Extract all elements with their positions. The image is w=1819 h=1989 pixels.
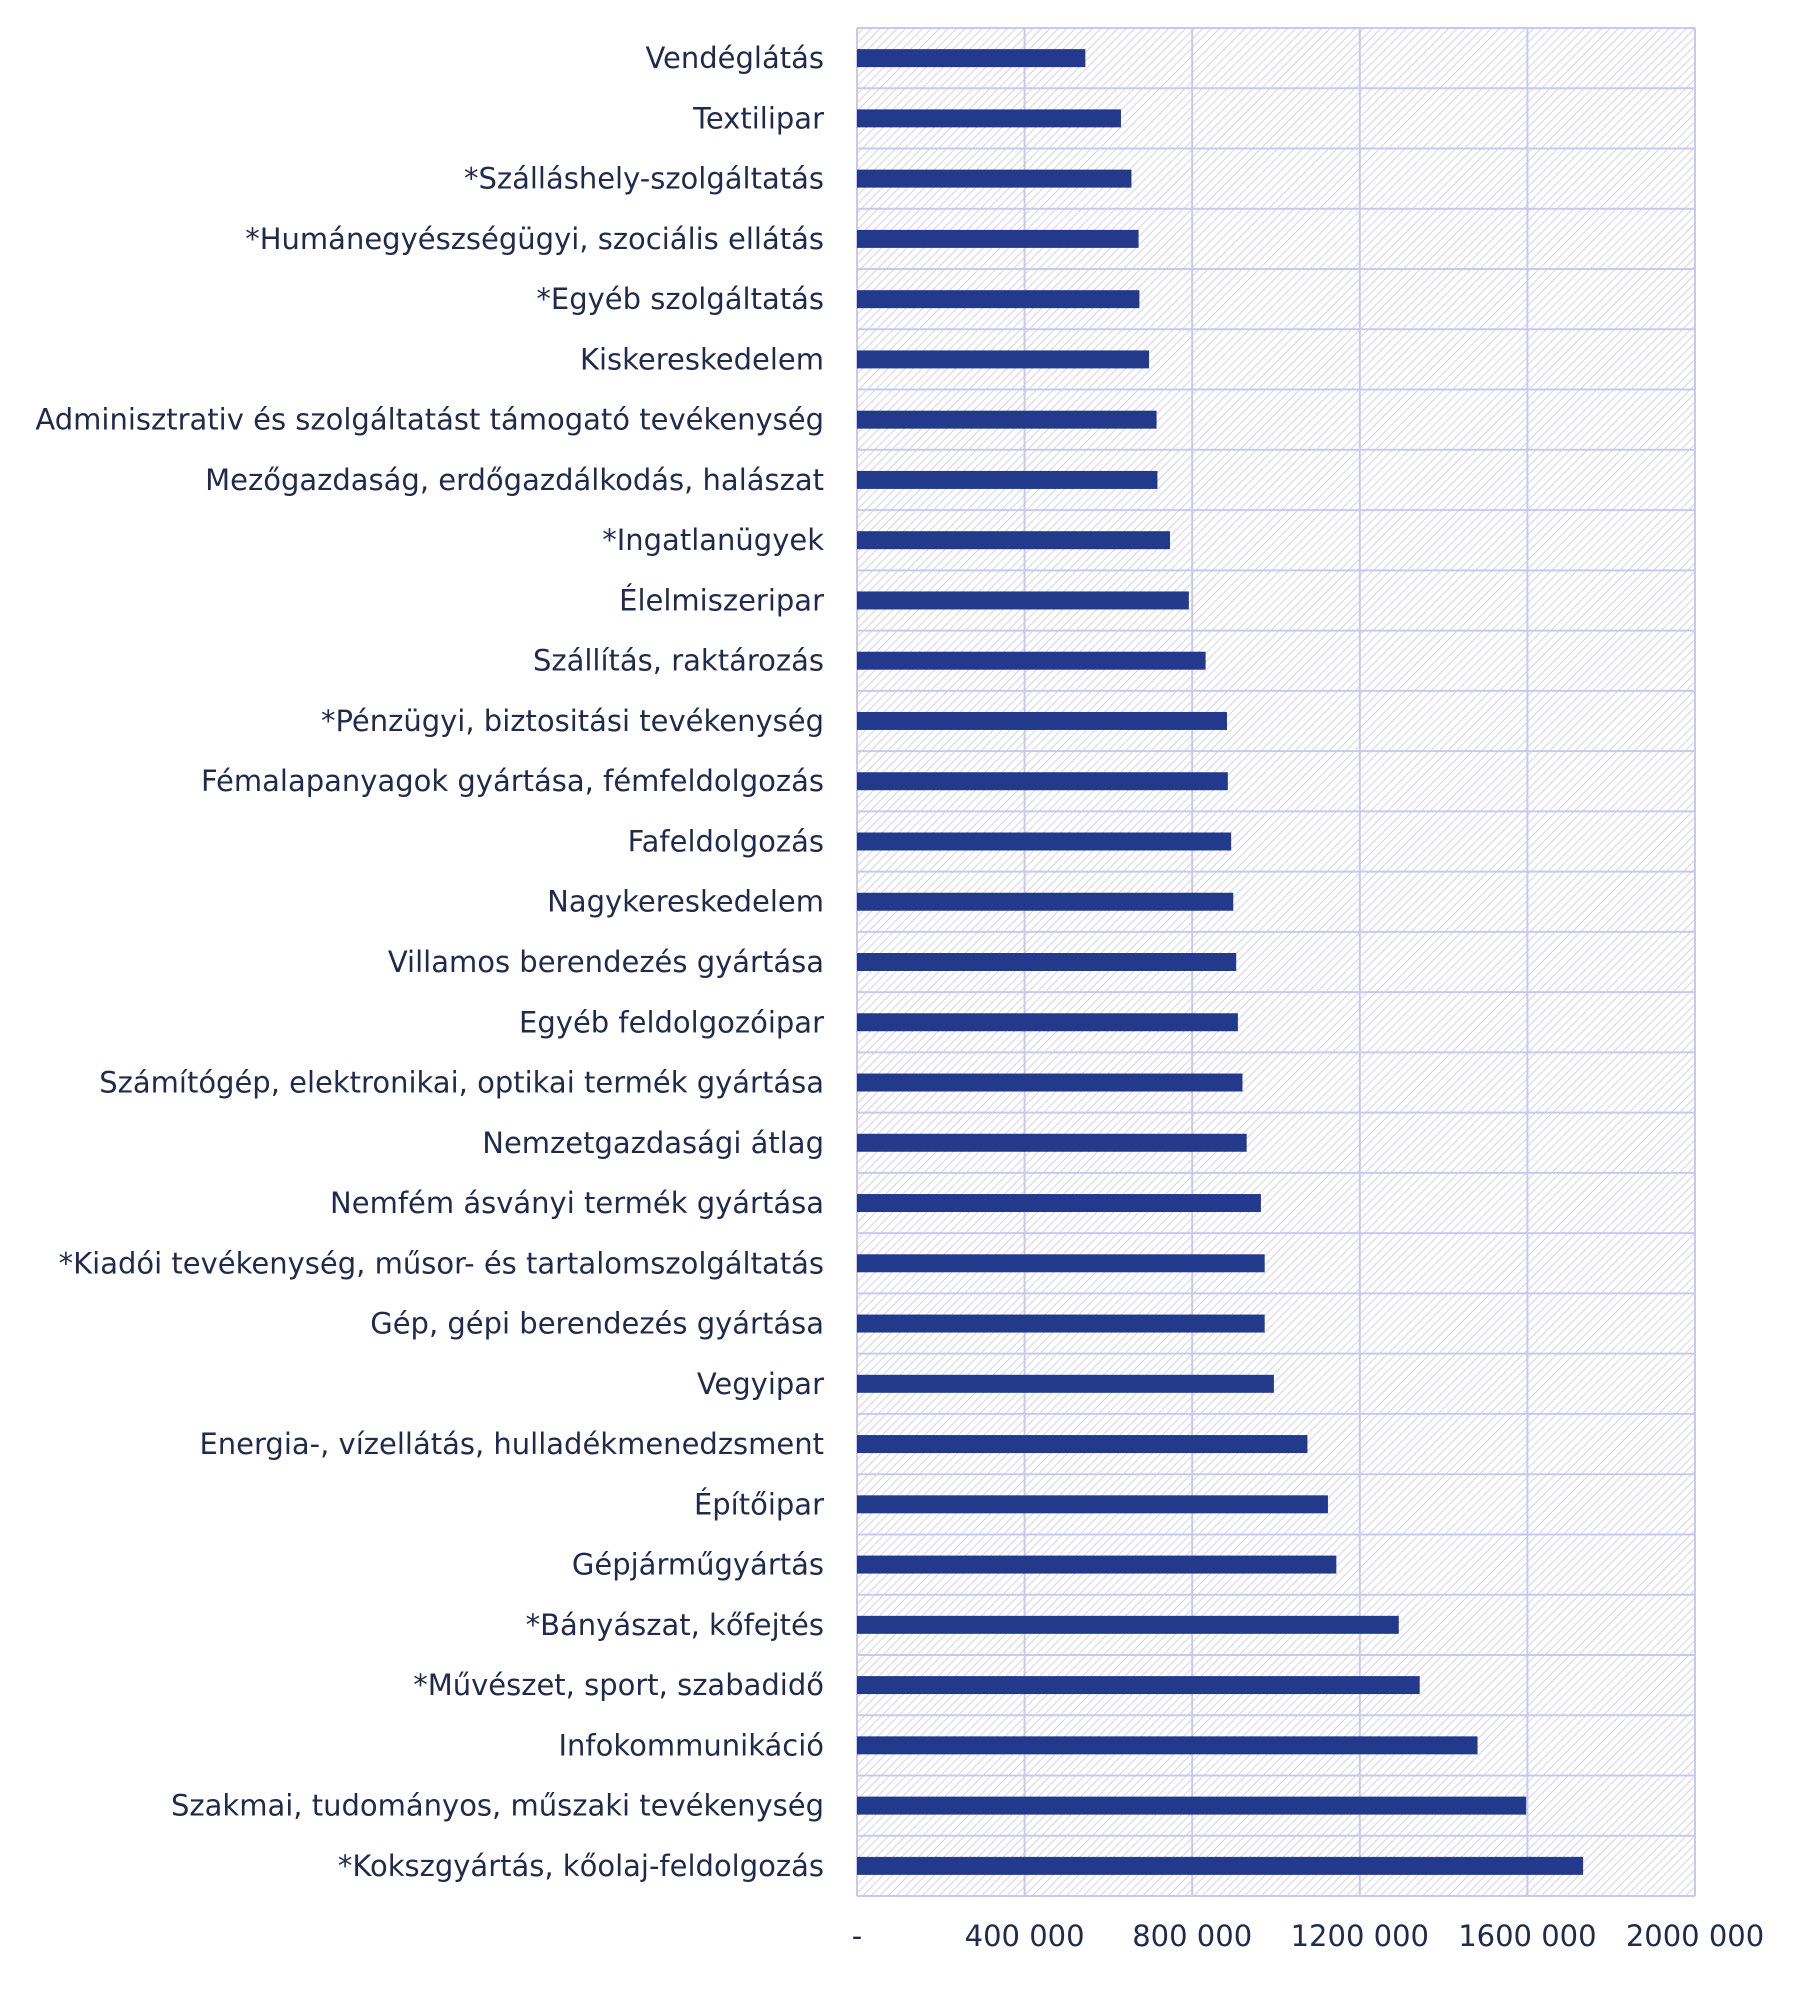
category-label: Gépjárműgyártás: [572, 1548, 824, 1582]
category-label: Építőipar: [694, 1487, 824, 1521]
bar: [857, 1676, 1420, 1695]
bar: [857, 892, 1234, 911]
category-label: Kiskereskedelem: [580, 342, 824, 376]
category-label: *Pénzügyi, biztositási tevékenység: [321, 704, 824, 738]
bars: [857, 49, 1584, 1875]
category-labels: Vendéglátás Textilipar *Szálláshely-szolgá…: [35, 41, 824, 1883]
bar: [857, 470, 1158, 489]
x-tick-label: 1600 000: [1458, 1919, 1596, 1953]
bar: [857, 350, 1150, 369]
category-label: Vegyipar: [697, 1367, 824, 1401]
bar: [857, 1796, 1527, 1815]
category-label: Nemzetgazdasági átlag: [482, 1126, 824, 1160]
category-label: Villamos berendezés gyártása: [388, 945, 824, 979]
category-label: Textilipar: [692, 101, 824, 135]
bar: [857, 49, 1086, 68]
category-label: Szállítás, raktározás: [533, 644, 824, 678]
bar: [857, 772, 1228, 791]
category-label: *Egyéb szolgáltatás: [536, 282, 824, 316]
bar: [857, 1374, 1274, 1393]
x-tick-label: 800 000: [1132, 1919, 1252, 1953]
bar: [857, 169, 1132, 188]
category-label: *Művészet, sport, szabadidő: [413, 1668, 824, 1702]
bar: [857, 1495, 1328, 1514]
bar: [857, 1314, 1265, 1333]
bar: [857, 1736, 1478, 1755]
category-label: Fafeldolgozás: [628, 824, 824, 858]
category-label: Adminisztrativ és szolgáltatást támogató…: [35, 403, 824, 437]
bar: [857, 531, 1170, 550]
bar: [857, 1073, 1243, 1092]
category-label: Gép, gépi berendezés gyártása: [370, 1307, 824, 1341]
category-label: *Humánegyészségügyi, szociális ellátás: [245, 222, 824, 256]
bar: [857, 953, 1237, 971]
category-label: Élelmiszeripar: [619, 583, 824, 617]
bar: [857, 711, 1227, 730]
category-label: Fémalapanyagok gyártása, fémfeldolgozás: [201, 764, 824, 798]
category-label: Nagykereskedelem: [547, 885, 824, 919]
category-label: *Ingatlanügyek: [602, 523, 824, 557]
bar: [857, 410, 1157, 429]
category-label: Vendéglátás: [645, 41, 824, 75]
bar: [857, 651, 1206, 670]
bar: [857, 1435, 1308, 1454]
bar: [857, 591, 1189, 610]
category-label: Számítógép, elektronikai, optikai termék…: [99, 1066, 824, 1100]
bar: [857, 1133, 1247, 1152]
category-label: Szakmai, tudományos, műszaki tevékenység: [171, 1789, 824, 1823]
category-label: *Bányászat, kőfejtés: [526, 1608, 824, 1642]
bar: [857, 109, 1121, 128]
bar: [857, 1013, 1238, 1032]
category-label: Energia-, vízellátás, hulladékmenedzsmen…: [199, 1427, 824, 1461]
gridlines: [856, 27, 1696, 1897]
x-axis-tick-labels: - 400 000 800 000 1200 000 1600 000 2000 000: [852, 1919, 1764, 1953]
category-label: Nemfém ásványi termék gyártása: [330, 1186, 824, 1220]
bar: [857, 1194, 1261, 1213]
x-tick-label: -: [852, 1919, 862, 1953]
category-label: *Kokszgyártás, kőolaj-feldolgozás: [338, 1849, 824, 1883]
x-tick-label: 1200 000: [1291, 1919, 1429, 1953]
bar: [857, 229, 1139, 248]
bar: [857, 832, 1232, 851]
category-label: Infokommunikáció: [558, 1728, 824, 1762]
x-tick-label: 2000 000: [1626, 1919, 1764, 1953]
bar: [857, 290, 1140, 309]
category-label: *Szálláshely-szolgáltatás: [464, 162, 824, 196]
category-label: Egyéb feldolgozóipar: [519, 1005, 824, 1039]
bar: [857, 1254, 1265, 1273]
bar: [857, 1615, 1399, 1634]
bar: [857, 1555, 1337, 1574]
bar: [857, 1856, 1584, 1875]
category-label: *Kiadói tevékenység, műsor- és tartaloms…: [59, 1246, 824, 1280]
category-label: Mezőgazdaság, erdőgazdálkodás, halászat: [205, 463, 824, 497]
x-tick-label: 400 000: [965, 1919, 1085, 1953]
